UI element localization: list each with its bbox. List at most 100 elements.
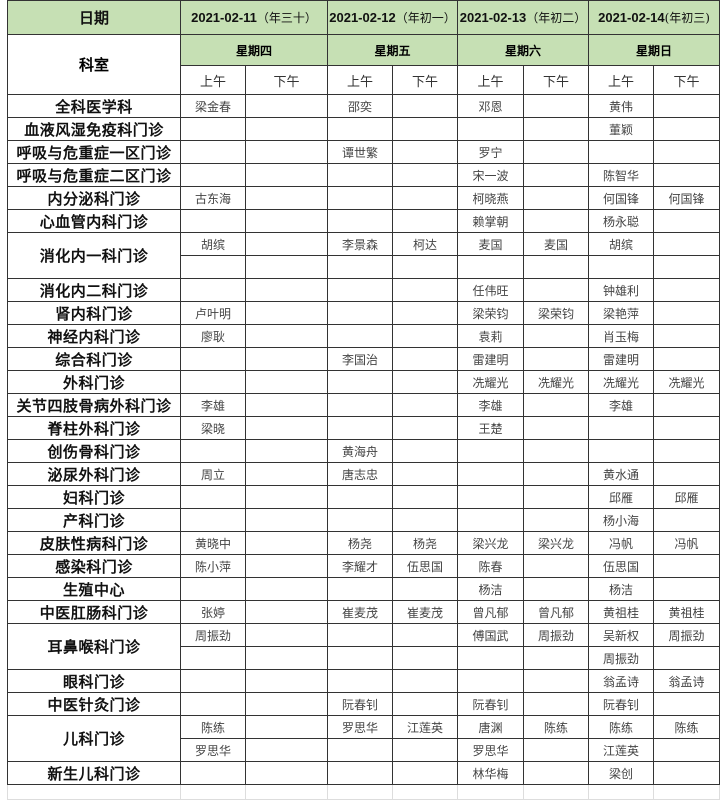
doctor-cell: 崔麦茂	[327, 600, 394, 624]
doctor-cell	[653, 761, 721, 785]
doctor-cell	[180, 255, 246, 279]
doctor-cell: 张婷	[180, 600, 246, 624]
doctor-cell	[244, 393, 329, 417]
doctor-cell: 陈小萍	[180, 554, 246, 578]
doctor-cell	[392, 416, 459, 440]
doctor-cell: 伍思国	[392, 554, 459, 578]
doctor-cell	[244, 324, 329, 348]
doctor-cell	[327, 485, 394, 509]
doctor-cell: 柯晓燕	[457, 186, 525, 210]
doctor-cell: 梁荣钧	[523, 301, 590, 325]
table-row: 新生儿科门诊 林华梅 梁创	[7, 761, 721, 785]
doctor-cell	[180, 669, 246, 693]
doctor-cell	[327, 646, 394, 670]
doctor-cell	[327, 416, 394, 440]
table-row: 感染科门诊 陈小萍 李耀才 伍思国 陈春 伍思国	[7, 554, 721, 578]
doctor-cell	[523, 761, 590, 785]
doctor-cell: 廖耿	[180, 324, 246, 348]
doctor-cell	[457, 439, 525, 463]
doctor-cell	[523, 439, 590, 463]
doctor-cell	[327, 393, 394, 417]
doctor-cell	[588, 416, 655, 440]
doctor-cell: 李雄	[180, 393, 246, 417]
doctor-cell	[327, 508, 394, 532]
doctor-cell	[244, 232, 329, 256]
doctor-cell: 翁孟诗	[653, 669, 721, 693]
weekday-header: 星期四	[179, 34, 329, 66]
doctor-cell	[523, 186, 590, 210]
doctor-cell: 李国治	[327, 347, 394, 371]
doctor-cell	[392, 761, 459, 785]
doctor-cell	[327, 324, 394, 348]
doctor-cell: 傅国武	[457, 623, 525, 647]
doctor-cell	[457, 646, 525, 670]
doctor-cell	[180, 347, 246, 371]
doctor-cell	[244, 347, 329, 371]
doctor-cell	[523, 163, 590, 187]
doctor-cell: 唐渊	[457, 715, 525, 739]
department-name: 眼科门诊	[7, 669, 181, 693]
doctor-cell	[392, 738, 459, 762]
doctor-cell	[327, 186, 394, 210]
doctor-cell: 陈智华	[588, 163, 655, 187]
doctor-cell	[180, 117, 246, 141]
date-text: 2021-02-14	[598, 10, 665, 25]
date-header-row: 日期 2021-02-11（年三十） 2021-02-12（年初一） 2021-02…	[7, 0, 721, 35]
table-row: 内分泌科门诊 古东海 柯晓燕 何国锋 何国锋	[7, 186, 721, 210]
table-row: 中医肛肠科门诊 张婷 崔麦茂 崔麦茂 曾凡郁 曾凡郁 黄祖桂 黄祖桂	[7, 600, 721, 624]
doctor-cell	[523, 416, 590, 440]
lunar-date: （年初一）	[395, 11, 456, 25]
department-name: 泌尿外科门诊	[7, 462, 181, 486]
doctor-cell	[327, 209, 394, 233]
am-header: 上午	[588, 65, 655, 95]
doctor-cell	[653, 646, 721, 670]
doctor-cell	[588, 255, 655, 279]
doctor-cell	[244, 669, 329, 693]
doctor-cell	[244, 462, 329, 486]
doctor-cell	[457, 669, 525, 693]
doctor-cell: 柯达	[392, 232, 459, 256]
department-name: 皮肤性病科门诊	[7, 531, 181, 555]
doctor-cell	[653, 324, 721, 348]
doctor-cell	[523, 508, 590, 532]
doctor-cell	[244, 738, 329, 762]
doctor-cell: 周振劲	[180, 623, 246, 647]
doctor-cell	[392, 692, 459, 716]
department-name: 耳鼻喉科门诊	[7, 623, 181, 670]
doctor-cell	[653, 416, 721, 440]
doctor-cell	[523, 646, 590, 670]
department-name: 外科门诊	[7, 370, 181, 394]
table-row: 消化内一科门诊 胡缤 李景森 柯达 麦国 麦国 胡缤	[7, 232, 721, 279]
table-row: 血液风湿免疫科门诊 董颖	[7, 117, 721, 141]
doctor-cell: 邱雁	[588, 485, 655, 509]
doctor-cell	[653, 140, 721, 164]
doctor-cell: 袁莉	[457, 324, 525, 348]
doctor-cell: 冼耀光	[653, 370, 721, 394]
doctor-cell	[523, 278, 590, 302]
doctor-cell	[244, 140, 329, 164]
empty-cell	[327, 784, 394, 800]
empty-row	[7, 784, 721, 800]
doctor-cell: 陈练	[588, 715, 655, 739]
pm-header: 下午	[523, 65, 590, 95]
department-name: 消化内一科门诊	[7, 232, 181, 279]
table-row: 全科医学科 梁金春 邵奕 邓恩 黄伟	[7, 94, 721, 118]
doctor-cell: 李景森	[327, 232, 394, 256]
doctor-cell: 江莲英	[392, 715, 459, 739]
doctor-cell	[327, 738, 394, 762]
doctor-cell	[653, 232, 721, 256]
table-row: 耳鼻喉科门诊 周振劲 傅国武 周振劲 吴新权 周振劲	[7, 623, 721, 670]
table-row: 呼吸与危重症二区门诊 宋一波 陈智华	[7, 163, 721, 187]
doctor-cell: 宋一波	[457, 163, 525, 187]
doctor-cell: 梁创	[588, 761, 655, 785]
doctor-cell	[653, 393, 721, 417]
doctor-cell	[523, 347, 590, 371]
doctor-cell	[653, 278, 721, 302]
doctor-cell: 江莲英	[588, 738, 655, 762]
doctor-cell	[180, 761, 246, 785]
doctor-cell: 杨小海	[588, 508, 655, 532]
doctor-cell: 肖玉梅	[588, 324, 655, 348]
doctor-cell: 周振劲	[653, 623, 721, 647]
doctor-cell	[327, 278, 394, 302]
doctor-cell: 崔麦茂	[392, 600, 459, 624]
